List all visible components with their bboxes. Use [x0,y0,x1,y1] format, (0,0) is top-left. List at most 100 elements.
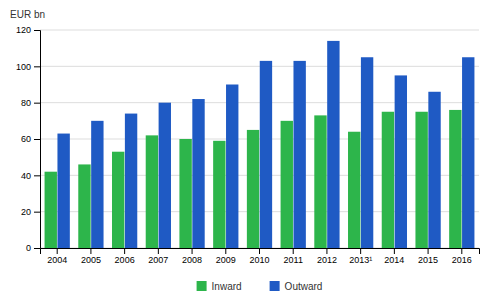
x-tick: 2014 [384,248,404,265]
tick-mark [461,248,462,254]
tick-mark [90,248,91,254]
tick-mark [34,139,40,140]
tick-mark [34,212,40,213]
x-tick: 2007 [148,248,168,265]
bar [78,164,90,248]
grid-line [40,66,479,67]
y-tick: 40 [21,171,40,181]
legend-swatch [270,281,280,291]
x-tick: 2004 [47,248,67,265]
bar [192,99,204,248]
y-tick: 80 [21,98,40,108]
tick-label: 60 [21,134,31,144]
tick-mark [192,248,193,254]
axis-line [34,31,41,249]
y-label: EUR bn [10,9,45,20]
chart-svg: 0204060801001202004200520062007200820092… [0,0,491,300]
tick-label: 2008 [182,255,202,265]
bar [125,114,137,248]
bar [159,103,171,248]
x-tick: 2010 [249,248,269,265]
tick-label: 80 [21,98,31,108]
tick-mark [34,103,40,104]
bar [226,85,238,249]
x-tick: 2008 [182,248,202,265]
tick-mark [34,175,40,176]
bar [415,112,427,248]
bar-series [57,41,474,248]
bar [57,134,69,248]
bar [260,61,272,248]
tick-label: 120 [16,25,31,35]
y-tick: 120 [16,25,40,35]
legend-label: Outward [285,281,323,292]
tick-mark [124,248,125,254]
tick-label: 2005 [81,255,101,265]
tick-mark [34,30,40,31]
grid-line [40,175,479,176]
tick-mark [225,248,226,254]
x-tick: 2009 [216,248,236,265]
bar [247,130,259,248]
tick-label: 2009 [216,255,236,265]
grid-line [40,211,479,212]
bar [179,139,191,248]
x-tick: 2015 [418,248,438,265]
tick-label: 2013¹ [349,255,372,265]
tick-label: 2011 [284,255,303,265]
chart-container: 0204060801001202004200520062007200820092… [0,0,491,300]
axis-line [41,249,480,255]
x-tick: 2011 [284,248,303,265]
tick-mark [158,248,159,254]
y-tick: 0 [26,243,40,253]
tick-mark [57,248,58,254]
bar [213,141,225,248]
bar [112,152,124,248]
tick-label: 2014 [384,255,404,265]
grid-line [40,102,479,103]
bar [449,110,461,248]
bars [45,41,475,248]
tick-label: 2006 [115,255,135,265]
x-tick: 2013¹ [349,248,372,265]
legend-item: Inward [197,281,242,292]
bar [348,132,360,248]
tick-mark [326,248,327,254]
plot-area: 0204060801001202004200520062007200820092… [16,25,480,265]
tick-mark [259,248,260,254]
tick-label: 100 [16,62,31,72]
y-tick: 100 [16,62,40,72]
y-tick: 20 [21,207,40,217]
bar [91,121,103,248]
bar [281,121,293,248]
bar [462,57,474,248]
bar [314,115,326,248]
grid-line [40,30,479,31]
legend-swatch [197,281,207,291]
legend-item: Outward [270,281,323,292]
bar [382,112,394,248]
tick-mark [428,248,429,254]
bar [293,61,305,248]
tick-label: 2015 [418,255,438,265]
legend-label: Inward [212,281,242,292]
x-tick: 2006 [115,248,135,265]
grid-line [40,139,479,140]
tick-label: 20 [21,207,31,217]
tick-label: 2010 [249,255,269,265]
grid [40,30,479,248]
tick-label: 2007 [148,255,168,265]
tick-mark [34,248,40,249]
tick-mark [293,248,294,254]
x-tick: 2016 [452,248,472,265]
x-tick: 2005 [81,248,101,265]
x-axis: 2004 2005 2006 2007 2008 2009 2010 2011 2012 2013… [41,248,480,265]
tick-label: 0 [26,243,31,253]
legend: Inward Outward [197,281,323,292]
tick-label: 2012 [317,255,337,265]
bar [361,57,373,248]
tick-mark [34,66,40,67]
bar [146,135,158,248]
x-tick: 2012 [317,248,337,265]
bar [327,41,339,248]
